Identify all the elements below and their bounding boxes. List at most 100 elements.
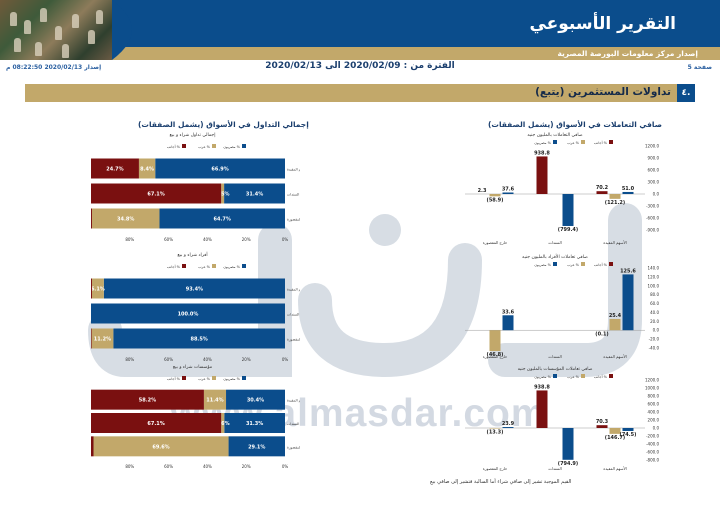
- y-tick-label: 80.0: [650, 292, 659, 297]
- report-title: التقرير الأسبوعي: [529, 14, 676, 34]
- section-number: ٤.: [677, 84, 695, 102]
- left-column-title: إجمالي التداول في الأسواق (يشمل الصفقات): [138, 120, 309, 129]
- data-label: (13.3): [487, 430, 504, 436]
- bar-segment: [91, 208, 92, 229]
- header-photo: [0, 0, 112, 60]
- bar-segment: [91, 303, 285, 324]
- x-tick-label: 80%: [125, 464, 134, 469]
- x-tick-label: 20%: [242, 237, 251, 242]
- y-tick-label: 1200.0: [645, 144, 659, 149]
- bar-label: 11.4%: [206, 398, 223, 404]
- legend-label: مصريون %: [223, 145, 240, 149]
- category-label: الأسهم المقيدة: [603, 466, 626, 471]
- bar-segment: [91, 413, 222, 433]
- x-tick-label: 0%: [282, 237, 289, 242]
- category-label: الأسهم المقيدة: [287, 167, 300, 172]
- header-curve: [112, 0, 132, 60]
- bar: [622, 428, 634, 431]
- bar: [622, 191, 634, 194]
- bar: [489, 194, 501, 197]
- bar-segment: [224, 183, 285, 204]
- y-tick-label: 200.0: [648, 418, 660, 423]
- chart-institutions-trading: مؤسسات شراء و بيع أجانب % عرب % مصريون % 30.…: [91, 365, 300, 469]
- legend-label: مصريون %: [223, 265, 240, 269]
- bar-segment: [91, 158, 139, 179]
- data-label: (0.1): [595, 331, 608, 337]
- header-gold-strip: [112, 47, 720, 60]
- legend-swatch: [609, 374, 613, 378]
- bar-segment: [91, 389, 204, 410]
- right-column-title: صافي التعاملات في الأسواق (يشمل الصفقات): [488, 120, 662, 129]
- legend-swatch: [242, 376, 246, 380]
- bar-segment: [91, 278, 92, 299]
- bar-label: 8.4%: [140, 167, 154, 173]
- section-title: تداولات المستثمرين (يتبع): [535, 86, 671, 98]
- data-label: (74.5): [620, 432, 637, 438]
- legend-label: عرب %: [567, 263, 579, 267]
- data-label: (58.9): [487, 197, 504, 203]
- y-tick-label: 120.0: [648, 274, 660, 279]
- legend-label: أجانب %: [167, 376, 181, 381]
- y-tick-label: -40.0: [649, 346, 660, 351]
- bar-label: 29.1%: [248, 444, 265, 450]
- bar-label: 100.0%: [178, 312, 199, 318]
- bar-label: 1.5%: [216, 192, 230, 198]
- bar-label: 6.1%: [91, 287, 105, 293]
- y-tick-label: 400.0: [648, 410, 660, 415]
- page-number: صفحة 5: [687, 64, 712, 71]
- category-label: الأسهم المقيدة: [603, 240, 626, 245]
- legend-label: أجانب %: [594, 140, 608, 145]
- bar-segment: [203, 389, 227, 410]
- legend-swatch: [581, 140, 585, 144]
- x-tick-label: 40%: [203, 464, 212, 469]
- chart-title: صافي التعاملات بالمليون جنيه: [527, 133, 582, 138]
- y-tick-label: -300.0: [646, 204, 659, 209]
- category-label: السندات: [548, 466, 561, 471]
- bar-segment: [155, 158, 285, 179]
- bar-label: 31.3%: [246, 421, 263, 427]
- data-label: (121.2): [605, 200, 625, 206]
- category-label: خارج المقصورة: [287, 218, 300, 222]
- chart-title: مؤسسات شراء و بيع: [173, 365, 213, 370]
- y-tick-label: 900.0: [648, 156, 660, 161]
- data-label: 70.3: [596, 419, 609, 425]
- x-tick-label: 20%: [242, 357, 251, 362]
- y-tick-label: 40.0: [650, 310, 659, 315]
- legend-swatch: [242, 144, 246, 148]
- bar-label: 66.9%: [211, 167, 228, 173]
- legend-label: عرب %: [198, 377, 210, 381]
- bar: [609, 318, 621, 331]
- bar: [536, 156, 548, 194]
- chart-net-trading: صافي التعاملات بالمليون جنيه مصريون % عرب …: [465, 133, 660, 245]
- category-label: الأسهم المقيدة: [603, 354, 626, 359]
- legend-label: أجانب %: [167, 264, 181, 269]
- y-tick-label: 0.0: [653, 192, 660, 197]
- bar-segment: [113, 328, 285, 349]
- bar: [536, 390, 548, 428]
- bar-segment: [91, 208, 160, 229]
- x-tick-label: 80%: [125, 237, 134, 242]
- legend-label: عرب %: [567, 141, 579, 145]
- bar-segment: [91, 328, 114, 349]
- chart-title: صافي تعاملات المؤسسات بالمليون جنيه: [518, 367, 593, 372]
- chart-title: إجمالي تداول شراء و بيع: [170, 133, 216, 138]
- legend-swatch: [609, 262, 613, 266]
- legend-swatch: [182, 376, 186, 380]
- legend-swatch: [212, 144, 216, 148]
- legend-swatch: [182, 144, 186, 148]
- bar: [489, 428, 501, 429]
- bar-segment: [224, 413, 285, 433]
- info-bar: صفحة 5 الفترة من : 2020/02/09 الى 2020/0…: [0, 61, 720, 75]
- bar-label: 11.2%: [94, 337, 111, 343]
- bar-label: 24.7%: [106, 167, 123, 173]
- x-tick-label: 40%: [203, 357, 212, 362]
- bar-label: 67.1%: [147, 421, 164, 427]
- bar-label: 58.2%: [139, 398, 156, 404]
- chart-title: أفراد شراء و بيع: [177, 251, 207, 258]
- section-bar: ٤. تداولات المستثمرين (يتبع): [25, 84, 695, 102]
- bar-segment: [91, 278, 104, 299]
- bar-label: 34.8%: [117, 217, 134, 223]
- legend-swatch: [581, 374, 585, 378]
- legend-label: أجانب %: [594, 374, 608, 379]
- legend-label: مصريون %: [534, 263, 551, 267]
